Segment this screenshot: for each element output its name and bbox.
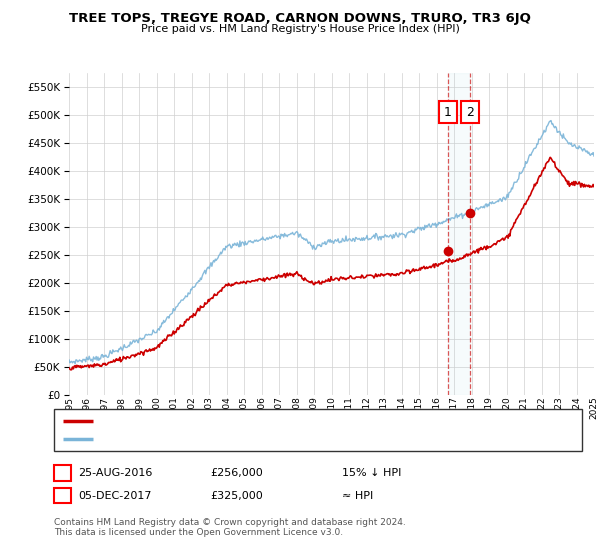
FancyBboxPatch shape [461, 101, 479, 123]
Text: Contains HM Land Registry data © Crown copyright and database right 2024.
This d: Contains HM Land Registry data © Crown c… [54, 518, 406, 538]
Text: ≈ HPI: ≈ HPI [342, 491, 373, 501]
Text: Price paid vs. HM Land Registry's House Price Index (HPI): Price paid vs. HM Land Registry's House … [140, 24, 460, 34]
Text: £325,000: £325,000 [210, 491, 263, 501]
Text: 1: 1 [59, 468, 66, 478]
Text: TREE TOPS, TREGYE ROAD, CARNON DOWNS, TRURO, TR3 6JQ: TREE TOPS, TREGYE ROAD, CARNON DOWNS, TR… [69, 12, 531, 25]
Text: 25-AUG-2016: 25-AUG-2016 [78, 468, 152, 478]
FancyBboxPatch shape [439, 101, 457, 123]
Bar [448, 73, 470, 395]
Text: HPI: Average price, detached house, Cornwall: HPI: Average price, detached house, Corn… [99, 434, 322, 444]
Text: 15% ↓ HPI: 15% ↓ HPI [342, 468, 401, 478]
Text: 2: 2 [466, 105, 474, 119]
Text: £256,000: £256,000 [210, 468, 263, 478]
Text: 1: 1 [444, 105, 452, 119]
Text: 05-DEC-2017: 05-DEC-2017 [78, 491, 151, 501]
Text: 2: 2 [59, 491, 66, 501]
Text: TREE TOPS, TREGYE ROAD, CARNON DOWNS, TRURO, TR3 6JQ (detached house): TREE TOPS, TREGYE ROAD, CARNON DOWNS, TR… [99, 417, 494, 426]
